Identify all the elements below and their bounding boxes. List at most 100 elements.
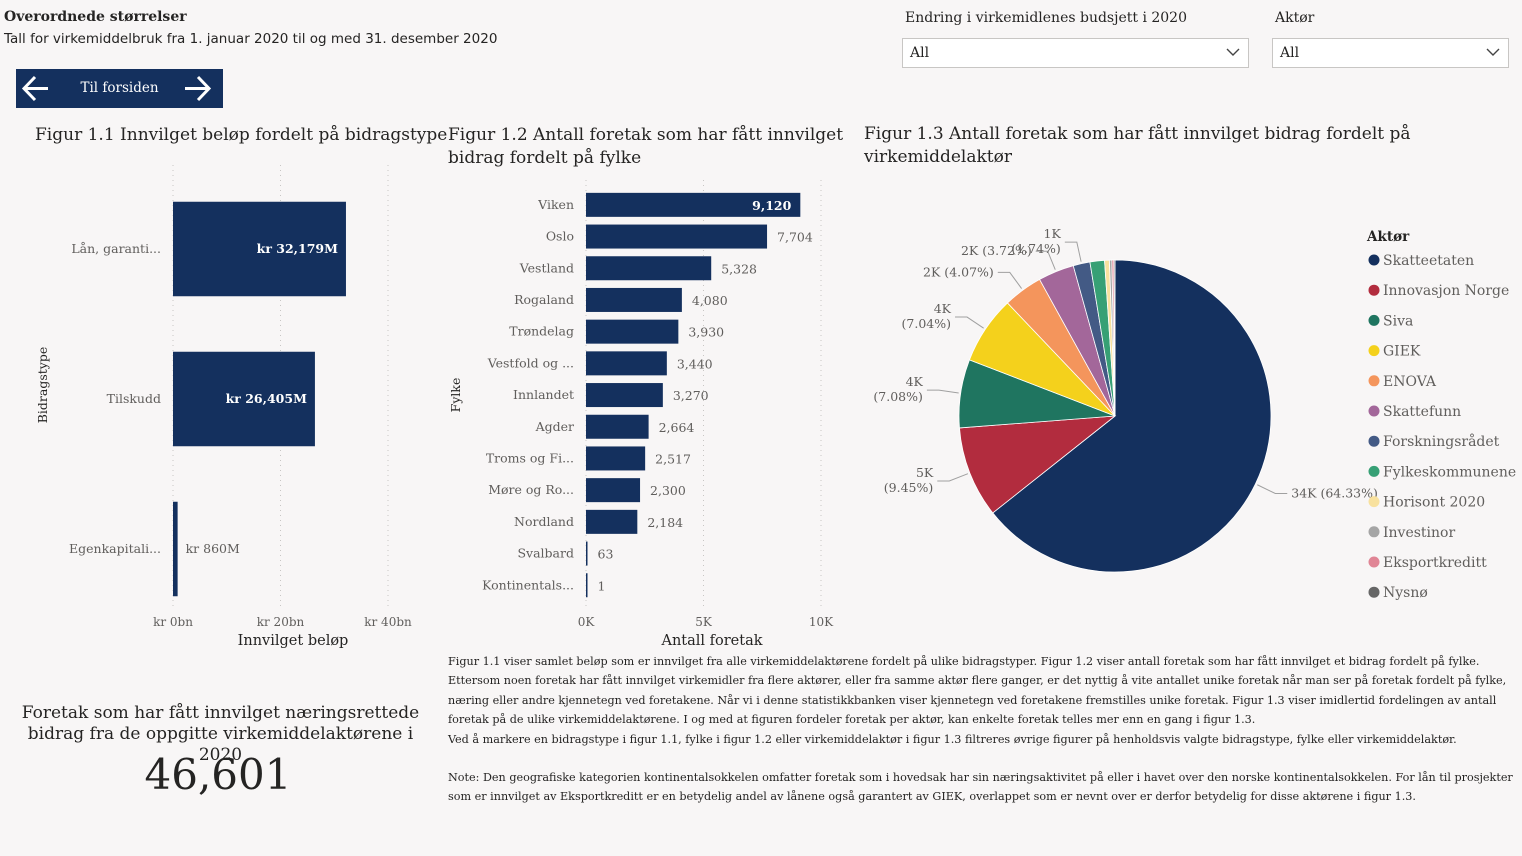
fig3-legend-label: Siva — [1383, 313, 1413, 329]
fig2-bar — [586, 256, 712, 281]
fig2-category-label: Rogaland — [514, 292, 574, 307]
fig3-data-label: 5K (9.45%) — [884, 465, 934, 495]
fig2-category-label: Agder — [535, 419, 574, 434]
fig3-legend-label: Skattefunn — [1383, 404, 1461, 420]
fig3-data-label: 1K (1.74%) — [1011, 226, 1061, 256]
fig1-data-label: kr 860M — [186, 541, 240, 556]
fig2-x-tick-label: 5K — [695, 615, 713, 629]
fig2-data-label: 3,440 — [677, 356, 713, 371]
fig3-legend-label: ENOVA — [1383, 374, 1437, 390]
fig2-category-label: Nordland — [514, 514, 574, 529]
budget-slicer-dropdown[interactable]: All — [902, 38, 1249, 68]
fig2-bar — [586, 446, 646, 471]
fig2-bar — [586, 383, 663, 408]
fig3-leader-line — [926, 389, 959, 394]
page-title: Overordnede størrelser — [4, 9, 187, 25]
fig2-bar — [586, 192, 801, 217]
fig3-legend-marker — [1368, 345, 1380, 357]
fig3-data-label: 34K (64.33%) — [1291, 485, 1378, 500]
fig2-data-label: 2,517 — [655, 451, 691, 466]
fig1-x-tick-label: kr 20bn — [257, 615, 305, 629]
fig2-x-axis-title: Antall foretak — [660, 633, 762, 649]
fig2-chart[interactable]: 0K 5K 10K Viken 9,120 Oslo 7,704 Vestland 5,328 R… — [440, 170, 860, 655]
fig3-legend-label: Skatteetaten — [1383, 253, 1474, 269]
fig3-legend-title: Aktør — [1366, 229, 1410, 245]
fig1-data-label: kr 32,179M — [257, 241, 338, 256]
fig2-bar — [586, 478, 641, 503]
chevron-down-icon — [1486, 48, 1500, 56]
fig3-leader-line — [1035, 250, 1056, 270]
fig2-data-label: 63 — [598, 547, 614, 562]
fig1-chart[interactable]: kr 0bn kr 20bn kr 40bn Lån, garanti... kr 32… — [0, 150, 440, 655]
fig1-data-label: kr 26,405M — [226, 391, 307, 406]
description-note: Note: Den geografiske kategorien kontine… — [448, 771, 1513, 804]
fig2-data-label: 2,300 — [650, 483, 686, 498]
fig2-data-label: 2,664 — [659, 420, 695, 435]
fig2-bar — [586, 224, 768, 249]
fig3-data-label: 4K (7.08%) — [873, 374, 923, 404]
fig3-data-label: 2K (3.72%) — [961, 243, 1032, 258]
fig2-bar — [586, 509, 638, 534]
actor-slicer-label: Aktør — [1275, 10, 1315, 26]
fig1-y-axis-title: Bidragstype — [35, 347, 50, 424]
fig3-legend-marker — [1368, 465, 1380, 477]
fig2-data-label: 4,080 — [692, 293, 728, 308]
fig1-x-axis-title: Innvilget beløp — [238, 633, 349, 649]
fig1-category-label: Egenkapitali... — [69, 541, 161, 556]
fig3-legend-label: Horisont 2020 — [1383, 495, 1485, 511]
actor-slicer-dropdown[interactable]: All — [1272, 38, 1509, 68]
fig2-category-label: Vestfold og ... — [487, 355, 574, 370]
fig2-category-label: Møre og Ro... — [488, 482, 574, 497]
fig2-data-label: 2,184 — [647, 515, 683, 530]
fig2-bar — [586, 287, 682, 312]
fig3-legend-marker — [1368, 435, 1380, 447]
fig2-bar — [586, 319, 679, 344]
fig2-data-label: 9,120 — [752, 198, 791, 213]
til-forsiden-label: Til forsiden — [80, 80, 159, 96]
fig3-data-label: 2K (4.07%) — [923, 264, 994, 279]
fig2-bar — [586, 573, 588, 598]
fig2-data-label: 3,270 — [673, 388, 709, 403]
fig1-category-label: Tilskudd — [107, 391, 161, 406]
fig1-bar — [173, 501, 178, 597]
fig2-title: Figur 1.2 Antall foretak som har fått in… — [448, 125, 844, 168]
fig2-data-label: 5,328 — [721, 261, 757, 276]
fig2-category-label: Oslo — [546, 229, 574, 244]
fig3-legend-marker — [1368, 556, 1380, 568]
fig2-category-label: Viken — [537, 197, 574, 212]
fig3-legend-marker — [1368, 254, 1380, 266]
description-text: Figur 1.1 viser samlet beløp som er innv… — [448, 652, 1518, 807]
fig3-legend-marker — [1368, 526, 1380, 538]
fig2-x-tick-label: 0K — [578, 615, 596, 629]
description-paragraph-2: Ved å markere en bidragstype i figur 1.1… — [448, 732, 1457, 746]
fig3-legend-marker — [1368, 314, 1380, 326]
page-subtitle: Tall for virkemiddelbruk fra 1. januar 2… — [4, 31, 498, 47]
fig3-legend-label: Forskningsrådet — [1383, 433, 1500, 450]
fig2-x-tick-label: 10K — [809, 615, 834, 629]
til-forsiden-button[interactable]: Til forsiden — [16, 69, 223, 108]
fig3-leader-line — [937, 473, 969, 482]
fig3-leader-line — [1064, 241, 1082, 262]
fig3-pie-slice — [959, 415, 1117, 514]
fig2-data-label: 7,704 — [777, 230, 813, 245]
fig3-legend-label: Investinor — [1383, 525, 1455, 541]
fig3-legend-marker — [1368, 496, 1380, 508]
fig2-category-label: Svalbard — [517, 546, 574, 561]
fig2-category-label: Innlandet — [513, 387, 574, 402]
fig2-category-label: Vestland — [519, 260, 574, 275]
fig2-category-label: Trøndelag — [509, 324, 574, 339]
fig2-category-label: Troms og Fi... — [486, 450, 574, 465]
arrow-right-icon — [185, 75, 212, 102]
fig3-legend-marker — [1368, 284, 1380, 296]
kpi-title: Foretak som har fått innvilget næringsre… — [21, 703, 420, 765]
fig3-title: Figur 1.3 Antall foretak som har fått in… — [864, 124, 1411, 167]
budget-slicer-label: Endring i virkemidlenes budsjett i 2020 — [905, 10, 1187, 26]
fig3-legend-marker — [1368, 586, 1380, 598]
fig3-leader-line — [997, 271, 1023, 289]
fig1-bar — [173, 351, 315, 447]
chevron-down-icon — [1226, 48, 1240, 56]
fig3-legend-marker — [1368, 405, 1380, 417]
fig3-chart[interactable]: 34K (64.33%) 5K (9.45%) 4K (7.08%) 4K (7.04%) 2… — [860, 150, 1520, 630]
fig1-bar — [173, 201, 346, 297]
actor-slicer-value: All — [1280, 45, 1300, 61]
